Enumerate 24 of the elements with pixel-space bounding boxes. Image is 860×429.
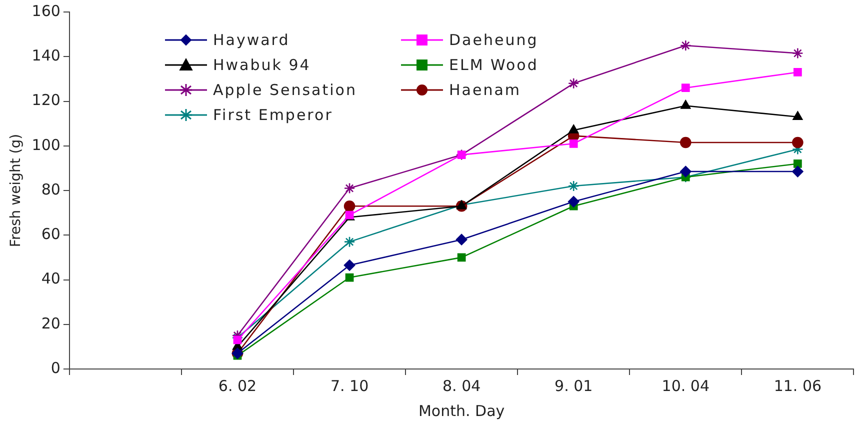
x-tick-label: 10. 04 <box>662 376 710 395</box>
y-tick-label: 60 <box>41 225 60 244</box>
legend-label: Daeheung <box>449 30 538 48</box>
y-tick-label: 160 <box>32 2 60 20</box>
y-tick-label: 120 <box>32 91 60 110</box>
y-tick-label: 140 <box>32 46 60 65</box>
x-tick-label: 11. 06 <box>774 376 822 395</box>
x-tick-label: 7. 10 <box>330 376 369 395</box>
y-axis-title: Fresh weight (g) <box>8 134 24 248</box>
legend-label: First Emperor <box>213 106 333 124</box>
legend-label: Hayward <box>213 30 290 48</box>
y-tick-label: 100 <box>32 136 60 154</box>
legend-label: Haenam <box>449 80 522 98</box>
y-tick-label: 20 <box>41 314 60 332</box>
y-tick-label: 40 <box>41 270 60 288</box>
legend-label: Apple Sensation <box>213 80 357 98</box>
x-tick-label: 9. 01 <box>554 376 593 395</box>
x-tick-label: 8. 04 <box>442 376 481 395</box>
legend-label: Hwabuk 94 <box>213 56 311 74</box>
x-tick-label: 6. 02 <box>218 376 257 395</box>
y-tick-label: 0 <box>50 358 60 377</box>
x-axis-title: Month. Day <box>418 402 505 420</box>
y-tick-label: 80 <box>41 180 60 198</box>
legend-label: ELM Wood <box>449 56 538 74</box>
